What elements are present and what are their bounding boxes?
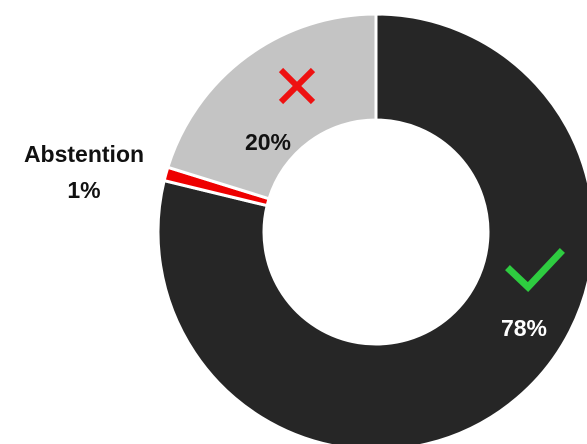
slice-abstention-annotation: Abstention 1% xyxy=(24,141,144,203)
cross-icon xyxy=(278,67,316,105)
slice-no-value-label: 20% xyxy=(245,129,291,155)
slice-yes xyxy=(156,12,587,444)
slices-group xyxy=(156,12,587,444)
slice-yes-value-label: 78% xyxy=(501,315,547,341)
slice-no xyxy=(165,12,378,201)
slice-abstention-name-label: Abstention xyxy=(24,141,144,167)
slice-abstention-value-label: 1% xyxy=(67,177,100,203)
check-icon xyxy=(505,248,565,292)
slice-yes-annotation: 78% xyxy=(501,248,565,341)
slice-no-annotation: 20% xyxy=(245,67,316,155)
